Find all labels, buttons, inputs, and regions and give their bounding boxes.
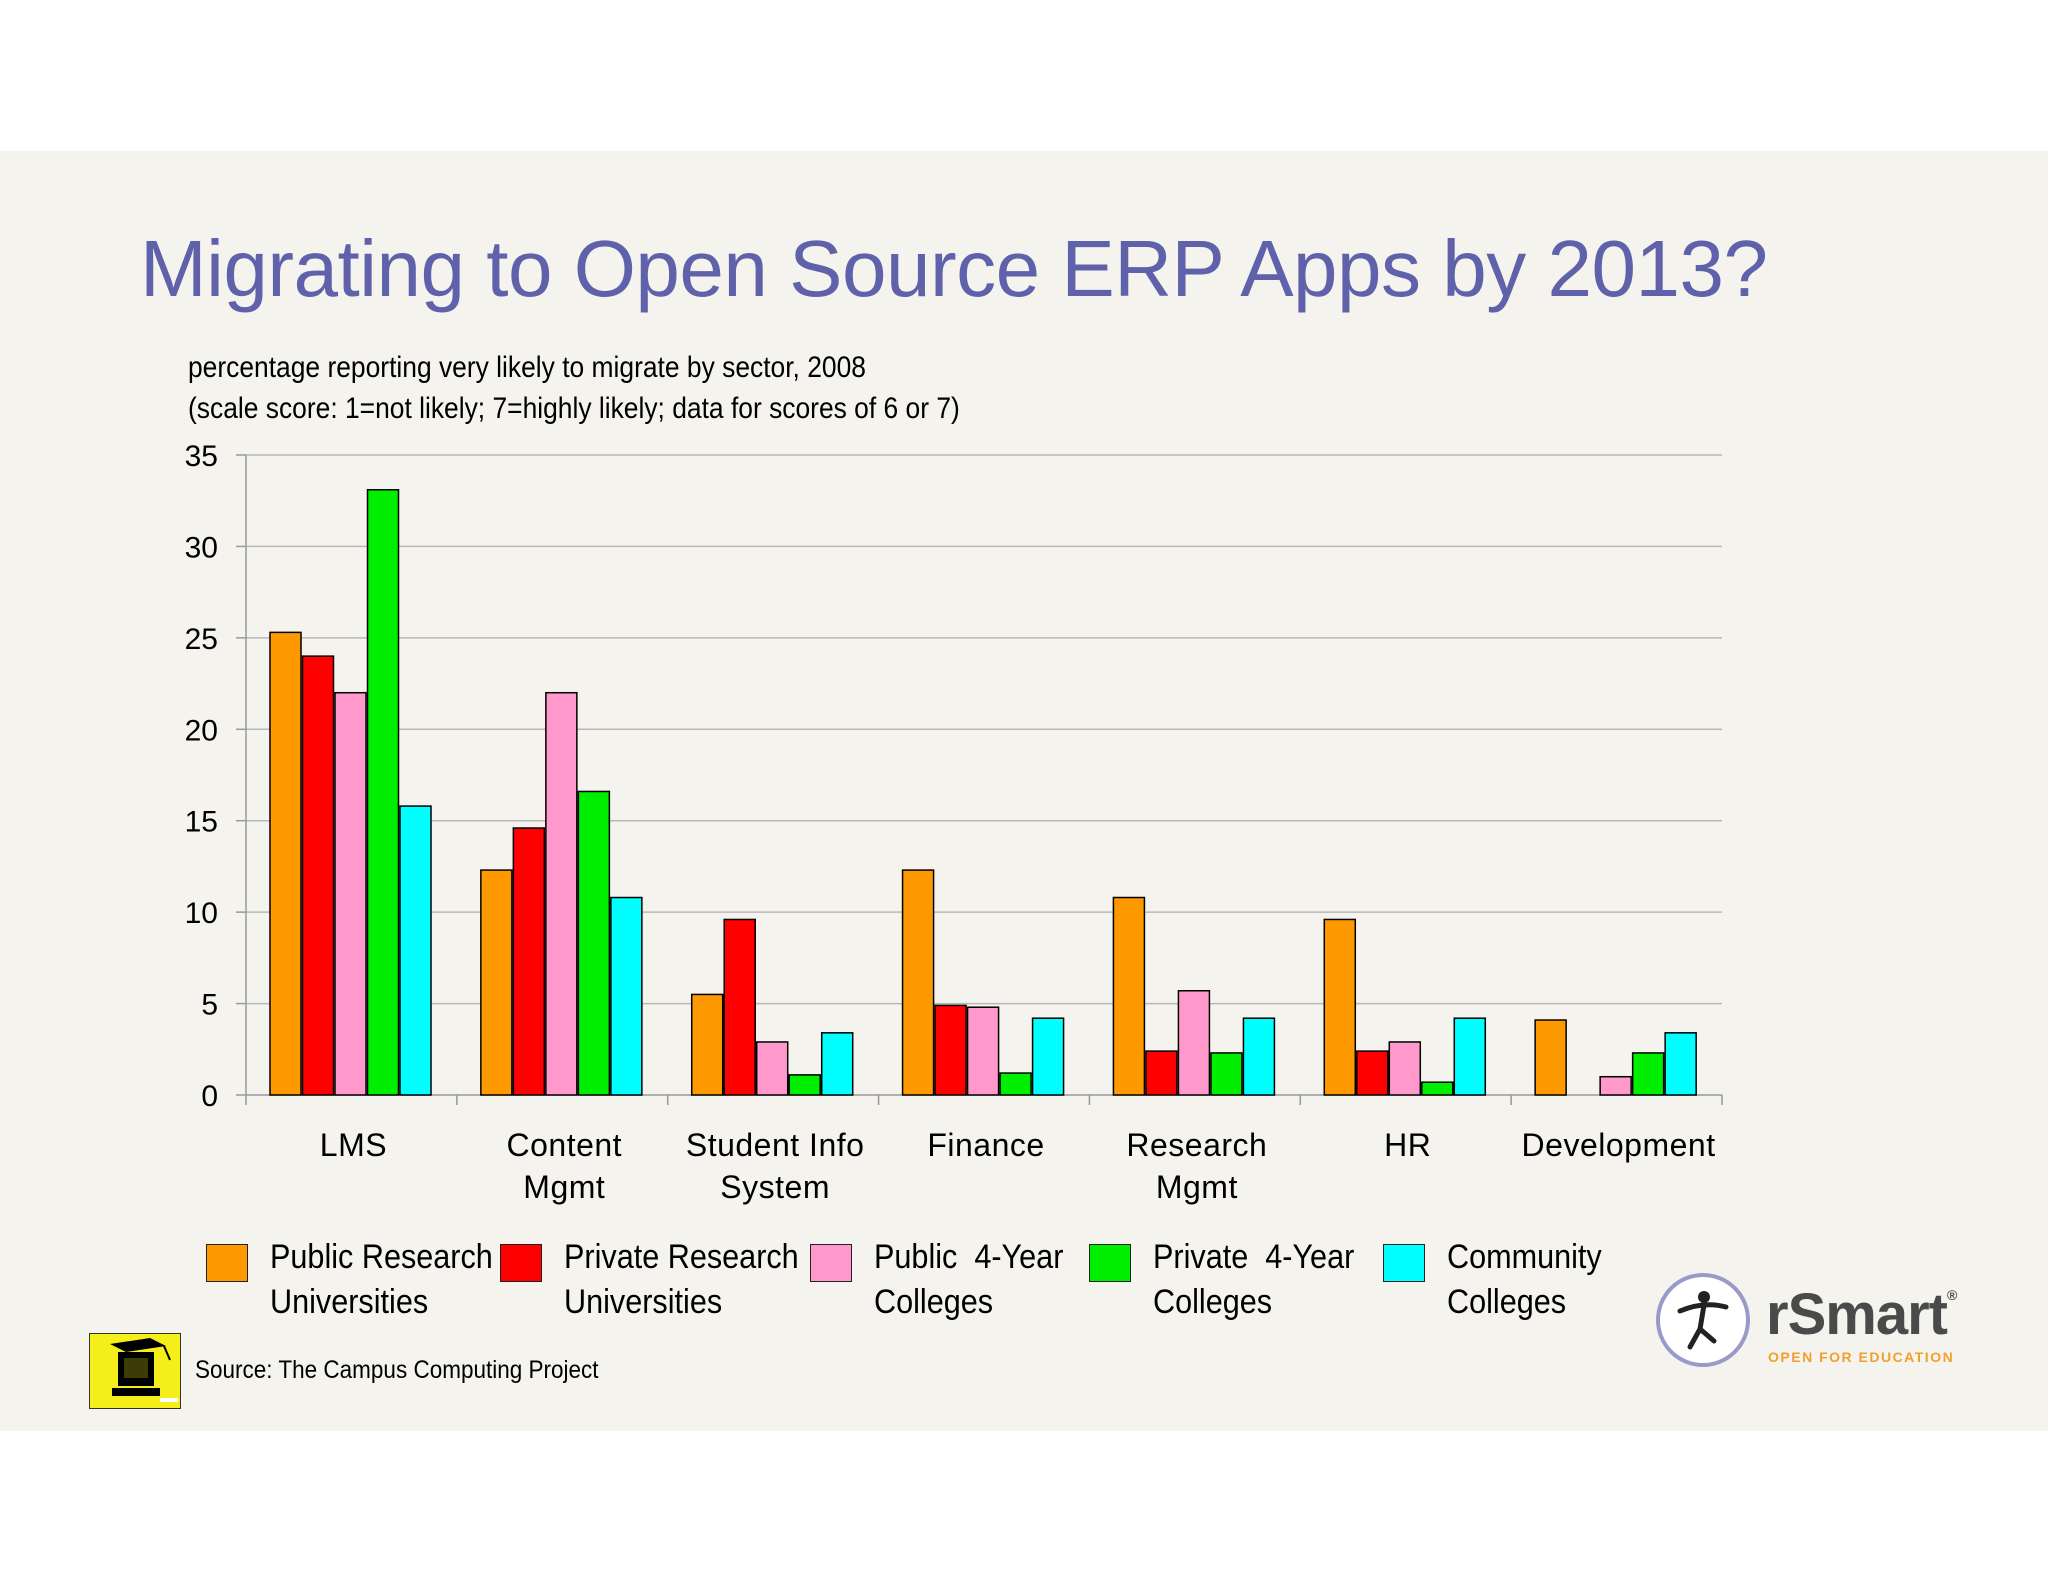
- bar: [1631, 1052, 1665, 1096]
- x-category-label: HR: [1384, 1127, 1431, 1163]
- chart-subtitle: percentage reporting very likely to migr…: [188, 347, 960, 429]
- x-category-label: System: [720, 1169, 830, 1205]
- bar: [1031, 1017, 1065, 1096]
- slide-title: Migrating to Open Source ERP Apps by 201…: [140, 224, 1768, 313]
- bar: [1453, 1017, 1487, 1096]
- bar: [999, 1072, 1032, 1096]
- logo-registered-mark: ®: [1946, 1287, 1957, 1303]
- x-category-label: Finance: [927, 1127, 1044, 1163]
- bar: [1421, 1081, 1454, 1096]
- bar: [966, 1006, 1000, 1096]
- bar: [1242, 1017, 1276, 1096]
- bar: [512, 827, 546, 1096]
- y-tick-label: 15: [185, 806, 218, 839]
- bar: [788, 1074, 821, 1096]
- y-tick-label: 0: [201, 1080, 218, 1113]
- bar: [1323, 918, 1357, 1096]
- bar: [269, 631, 302, 1096]
- bar: [610, 896, 643, 1096]
- legend-swatch: [1383, 1244, 1425, 1282]
- legend-label-line: Colleges: [874, 1283, 994, 1321]
- legend-swatch: [810, 1244, 852, 1282]
- legend-label: Public Research Universities: [270, 1235, 493, 1325]
- slide-background: Migrating to Open Source ERP Apps by 201…: [0, 151, 2048, 1431]
- legend-swatch: [500, 1244, 542, 1282]
- bar: [399, 805, 432, 1096]
- x-category-label: Content: [506, 1127, 622, 1163]
- x-category-label: Development: [1522, 1127, 1716, 1163]
- source-note: Source: The Campus Computing Project: [195, 1356, 599, 1384]
- bar: [301, 655, 335, 1096]
- bar: [755, 1041, 789, 1096]
- y-tick-label: 10: [185, 897, 218, 930]
- subtitle-line-1: percentage reporting very likely to migr…: [188, 351, 866, 384]
- legend-label: Private Research Universities: [564, 1235, 799, 1325]
- bar: [1145, 1050, 1178, 1096]
- bar: [1534, 1019, 1567, 1096]
- legend-label: Private 4-Year Colleges: [1153, 1235, 1369, 1325]
- x-category-label: Mgmt: [1156, 1169, 1238, 1205]
- x-category-label: Student Info: [686, 1127, 865, 1163]
- subtitle-line-2: (scale score: 1=not likely; 7=highly lik…: [188, 392, 960, 425]
- rsmart-logo-text: rSmart®: [1766, 1281, 1957, 1348]
- bar: [334, 691, 367, 1096]
- legend-swatch: [206, 1244, 248, 1282]
- legend-label-line: Private Research: [564, 1238, 799, 1276]
- legend-swatch: [1089, 1244, 1131, 1282]
- legend-label-line: Public 4-Year: [874, 1238, 1064, 1276]
- bar: [1177, 990, 1211, 1096]
- legend-label-line: Universities: [564, 1283, 723, 1321]
- bar: [480, 869, 513, 1096]
- campus-computing-logo-icon: [89, 1333, 181, 1409]
- bar: [1356, 1050, 1389, 1096]
- bar-chart: 0 5 10 15 20 25 30 35 LMS Content Mgmt Student Info…: [185, 440, 1723, 1205]
- x-category-label: Research: [1126, 1127, 1267, 1163]
- bar: [820, 1032, 854, 1096]
- bar: [1388, 1041, 1422, 1096]
- bar: [545, 691, 578, 1096]
- x-category-label: LMS: [320, 1127, 387, 1163]
- bar: [723, 918, 756, 1096]
- legend-label-line: Colleges: [1447, 1283, 1567, 1321]
- legend-label-line: Public Research: [270, 1238, 493, 1276]
- bar: [1664, 1032, 1697, 1096]
- legend-label: Public 4-Year Colleges: [874, 1235, 1090, 1325]
- legend-label-line: Private 4-Year: [1153, 1238, 1355, 1276]
- legend-label: Community Colleges: [1447, 1235, 1663, 1325]
- y-tick-label: 25: [185, 623, 218, 656]
- rsmart-figure-icon: [1656, 1273, 1750, 1367]
- x-category-label: Mgmt: [523, 1169, 605, 1205]
- logo-name: rSmart: [1766, 1282, 1948, 1347]
- legend-label-line: Community: [1447, 1238, 1602, 1276]
- bar: [690, 993, 724, 1096]
- y-tick-label: 5: [201, 989, 218, 1022]
- bar: [1599, 1075, 1632, 1096]
- bar: [901, 869, 935, 1096]
- y-tick-label: 35: [185, 440, 218, 473]
- bar: [934, 1004, 967, 1096]
- y-tick-label: 20: [185, 714, 218, 747]
- bar: [577, 790, 611, 1096]
- bar: [1210, 1052, 1243, 1096]
- y-tick-label: 30: [185, 531, 218, 564]
- legend-label-line: Universities: [270, 1283, 429, 1321]
- bar: [366, 488, 400, 1096]
- rsmart-tagline: OPEN FOR EDUCATION: [1768, 1349, 1955, 1365]
- bar: [1112, 896, 1146, 1096]
- legend-label-line: Colleges: [1153, 1283, 1273, 1321]
